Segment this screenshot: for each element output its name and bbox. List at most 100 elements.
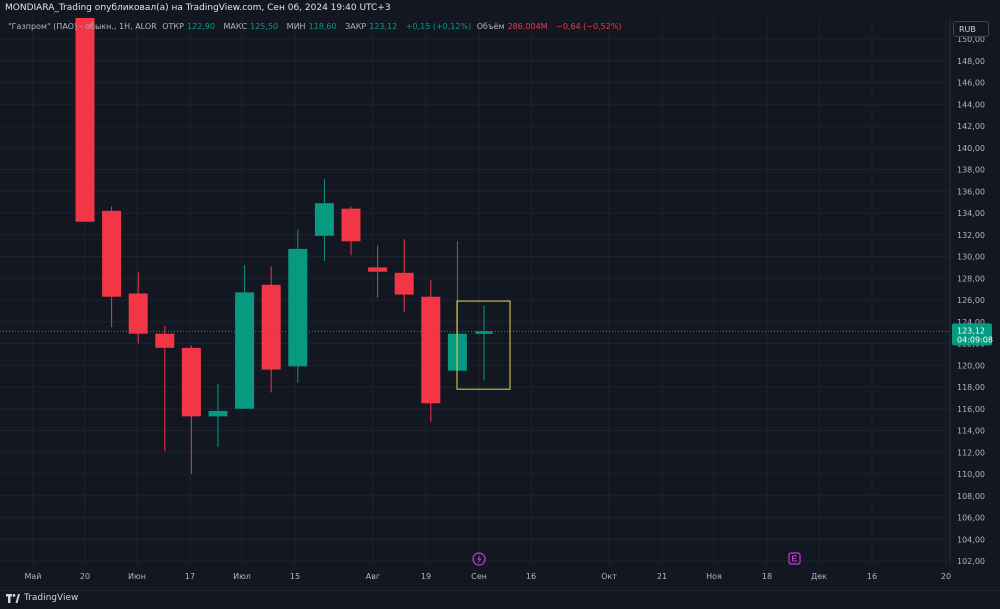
- y-tick-label: 126,00: [957, 296, 985, 305]
- earnings-icon-box: [788, 552, 801, 565]
- dividend-event-icon[interactable]: [472, 552, 486, 566]
- chart-grid: [0, 18, 951, 566]
- close-label: ЗАКР: [345, 22, 367, 31]
- price-label-value: 123,12: [957, 326, 985, 335]
- candle[interactable]: [128, 271, 148, 344]
- candle-body: [235, 292, 255, 409]
- y-tick-label: 132,00: [957, 231, 985, 240]
- x-tick-label: Дек: [811, 572, 827, 581]
- footer-bar: [0, 590, 1000, 609]
- tradingview-logo-icon: [6, 593, 20, 603]
- candle[interactable]: [181, 345, 201, 474]
- candle-body: [341, 208, 361, 242]
- y-tick-label: 144,00: [957, 100, 985, 109]
- candle-body: [102, 210, 122, 297]
- y-tick-label: 116,00: [957, 405, 985, 414]
- candle-body: [128, 293, 148, 334]
- candle-body: [288, 248, 308, 367]
- high-value: 125,50: [250, 22, 279, 31]
- volume-label: Объём: [476, 22, 505, 31]
- candle-body: [314, 203, 334, 236]
- x-tick-label: Сен: [471, 572, 487, 581]
- candle[interactable]: [314, 179, 334, 261]
- y-tick-label: 128,00: [957, 274, 985, 283]
- y-tick-label: 104,00: [957, 535, 985, 544]
- brand-name: TradingView: [24, 593, 79, 603]
- y-tick-label: 108,00: [957, 492, 985, 501]
- price-label-bg: [952, 323, 992, 346]
- x-tick-label: Окт: [601, 572, 617, 581]
- candle[interactable]: [475, 305, 493, 381]
- lightning-icon: [477, 554, 482, 564]
- low-value: 118,60: [308, 22, 337, 31]
- close-value: 123,12: [369, 22, 398, 31]
- candle[interactable]: [341, 206, 361, 256]
- y-tick-label: 140,00: [957, 144, 985, 153]
- y-tick-label: 102,00: [957, 557, 985, 566]
- candle[interactable]: [368, 245, 388, 298]
- x-tick-label: Май: [24, 572, 41, 581]
- y-tick-label: 146,00: [957, 79, 985, 88]
- y-tick-label: 118,00: [957, 383, 985, 392]
- candle[interactable]: [75, 18, 95, 222]
- candle-body: [394, 272, 414, 295]
- candle-body: [368, 267, 388, 272]
- x-tick-label: Ноя: [706, 572, 722, 581]
- y-tick-label: 120,00: [957, 361, 985, 370]
- x-tick-label: Авг: [366, 572, 380, 581]
- y-tick-label: 106,00: [957, 514, 985, 523]
- y-tick-label: 150,00: [957, 35, 985, 44]
- dividend-icon-ring: [472, 552, 486, 566]
- symbol-legend: "Газпром" (ПАО) - обыкн., 1Н, ALOR ОТКР 1…: [8, 22, 625, 31]
- x-tick-label: 19: [421, 572, 431, 581]
- published-info: MONDIARA_Trading опубликовал(а) на Tradi…: [5, 3, 391, 13]
- time-axis: Май 20 Июн 17 Июл 15 Авг 19 Сен 16 Окт 21 Ноя 18 Дек 16…: [24, 572, 951, 581]
- candle-body: [475, 331, 493, 334]
- candle-body: [208, 410, 228, 417]
- x-tick-label: 21: [657, 572, 667, 581]
- y-tick-label: 130,00: [957, 253, 985, 262]
- y-tick-label: 110,00: [957, 470, 985, 479]
- currency-selector[interactable]: RUB: [953, 21, 989, 37]
- x-tick-label: Июн: [128, 572, 146, 581]
- candle[interactable]: [208, 383, 228, 447]
- candle-body: [155, 333, 175, 348]
- candles: [75, 18, 493, 474]
- candle[interactable]: [421, 280, 441, 422]
- x-tick-label: 16: [526, 572, 536, 581]
- price-axis: 102,00 104,00 106,00 108,00 110,00 112,00 114,…: [957, 35, 985, 566]
- candle[interactable]: [235, 265, 255, 409]
- price-label-countdown: 04:09:08: [957, 335, 993, 344]
- earnings-icon-glyph: [792, 555, 797, 562]
- y-tick-label: 134,00: [957, 209, 985, 218]
- volume-value: 286,004M: [507, 22, 548, 31]
- tradingview-logo[interactable]: TradingView: [6, 593, 78, 603]
- x-tick-label: 17: [185, 572, 195, 581]
- highlight-box[interactable]: [456, 300, 511, 390]
- y-tick-label: 124,00: [957, 318, 985, 327]
- x-tick-label: 15: [290, 572, 300, 581]
- x-tick-label: 18: [762, 572, 772, 581]
- y-tick-label: 112,00: [957, 448, 985, 457]
- earnings-event-icon[interactable]: [788, 552, 801, 565]
- y-tick-label: 142,00: [957, 122, 985, 131]
- candle-body: [75, 18, 95, 222]
- top-bar: MONDIARA_Trading опубликовал(а) на Tradi…: [0, 0, 1000, 18]
- x-tick-label: 20: [941, 572, 951, 581]
- high-label: МАКС: [223, 22, 248, 31]
- candle[interactable]: [261, 266, 281, 393]
- open-label: ОТКР: [162, 22, 184, 31]
- candle[interactable]: [394, 239, 414, 312]
- candle[interactable]: [155, 326, 175, 452]
- y-tick-label: 148,00: [957, 57, 985, 66]
- candle-body: [261, 284, 281, 370]
- candle-body: [421, 296, 441, 404]
- x-tick-label: Июл: [233, 572, 251, 581]
- open-value: 122,90: [186, 22, 215, 31]
- candle[interactable]: [102, 206, 122, 328]
- y-tick-label: 138,00: [957, 166, 985, 175]
- symbol-name[interactable]: "Газпром" (ПАО) - обыкн., 1Н, ALOR: [8, 22, 157, 31]
- candle[interactable]: [288, 229, 308, 383]
